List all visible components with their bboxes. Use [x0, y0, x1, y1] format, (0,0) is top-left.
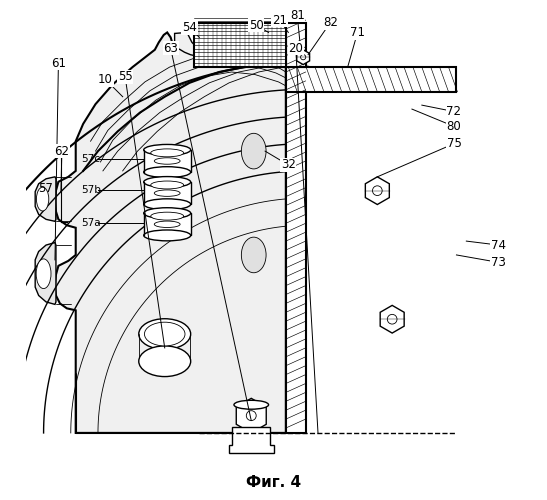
Polygon shape	[174, 32, 224, 56]
Polygon shape	[194, 22, 286, 67]
Text: 10: 10	[98, 73, 113, 86]
Bar	[286, 67, 456, 92]
Ellipse shape	[144, 144, 191, 156]
Text: Фиг. 4: Фиг. 4	[246, 475, 301, 490]
Ellipse shape	[387, 314, 397, 324]
Ellipse shape	[151, 149, 184, 157]
Text: 73: 73	[491, 256, 506, 269]
Ellipse shape	[246, 410, 256, 420]
Bar	[286, 67, 306, 433]
Text: 57: 57	[38, 182, 53, 196]
Ellipse shape	[154, 158, 180, 164]
Ellipse shape	[373, 186, 382, 196]
Ellipse shape	[241, 134, 266, 169]
Text: 74: 74	[491, 238, 506, 252]
Polygon shape	[296, 50, 310, 64]
Text: 21: 21	[272, 14, 287, 26]
Text: 71: 71	[350, 26, 365, 39]
Ellipse shape	[151, 212, 184, 220]
Bar	[144, 213, 191, 236]
Text: 62: 62	[54, 144, 69, 158]
Ellipse shape	[234, 400, 269, 409]
Polygon shape	[286, 22, 306, 67]
Text: 80: 80	[446, 120, 461, 133]
Polygon shape	[365, 177, 389, 204]
Ellipse shape	[144, 322, 185, 346]
Ellipse shape	[154, 190, 180, 196]
Polygon shape	[254, 28, 286, 38]
Polygon shape	[236, 398, 266, 433]
Ellipse shape	[154, 221, 180, 228]
Text: 57b: 57b	[82, 184, 102, 194]
Ellipse shape	[144, 176, 191, 188]
Ellipse shape	[36, 259, 51, 288]
Text: 81: 81	[290, 8, 305, 22]
Text: 57c: 57c	[82, 154, 101, 164]
Text: 50: 50	[249, 18, 264, 32]
Ellipse shape	[144, 166, 191, 177]
Text: 54: 54	[182, 21, 197, 34]
Ellipse shape	[144, 208, 191, 218]
Ellipse shape	[37, 187, 49, 211]
Text: 55: 55	[118, 70, 132, 84]
Text: 75: 75	[446, 137, 462, 150]
Text: 61: 61	[51, 56, 66, 70]
Ellipse shape	[144, 230, 191, 241]
Text: 20: 20	[288, 42, 303, 55]
Polygon shape	[35, 242, 56, 304]
Bar	[144, 182, 191, 204]
Text: 72: 72	[446, 105, 462, 118]
Text: 82: 82	[323, 16, 338, 29]
Polygon shape	[229, 426, 274, 452]
Ellipse shape	[139, 318, 191, 350]
Ellipse shape	[151, 181, 184, 189]
Text: 57a: 57a	[82, 218, 101, 228]
Ellipse shape	[144, 199, 191, 209]
Polygon shape	[35, 177, 56, 222]
Ellipse shape	[241, 237, 266, 272]
Text: 32: 32	[281, 158, 296, 172]
Polygon shape	[380, 306, 404, 333]
Ellipse shape	[300, 54, 306, 60]
Text: 63: 63	[163, 42, 178, 55]
Polygon shape	[55, 28, 286, 433]
Bar	[144, 150, 191, 172]
Ellipse shape	[139, 346, 191, 376]
